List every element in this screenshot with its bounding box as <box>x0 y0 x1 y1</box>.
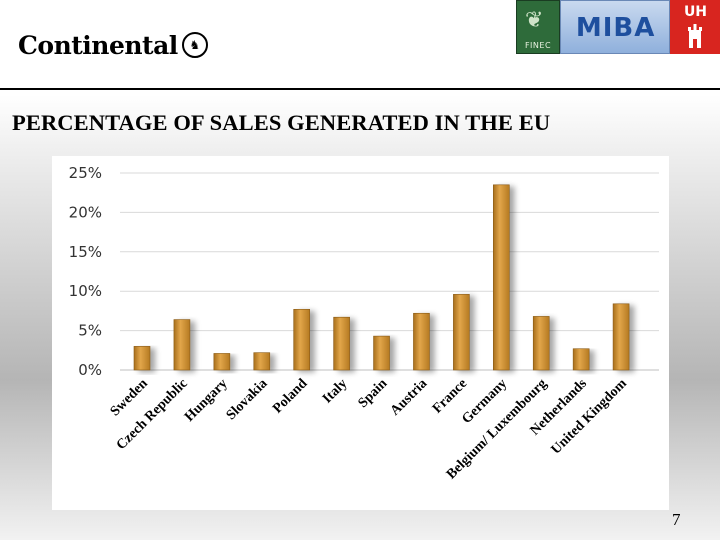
continental-logo: Continental ♞ <box>18 28 208 62</box>
bar <box>373 335 390 371</box>
bar-chart: 0% 5% 10% 15% 20% 25% Sweden Czech Republic Hun… <box>52 156 669 510</box>
y-axis-ticks: 0% 5% 10% 15% 20% 25% <box>69 164 102 379</box>
bar <box>253 352 271 371</box>
y-tick-label: 25% <box>69 164 102 182</box>
bar <box>333 316 350 371</box>
miba-logo-text: MIBA <box>575 13 656 43</box>
y-tick-label: 10% <box>69 282 102 300</box>
x-tick-label: Hungary <box>182 376 231 425</box>
slide-header: Continental ♞ ❦ FINEC MIBA UH <box>0 0 720 90</box>
partner-logos: ❦ FINEC MIBA UH <box>516 0 720 56</box>
y-tick-label: 0% <box>78 361 102 379</box>
bars <box>133 184 630 371</box>
x-tick-label: Czech Republic <box>114 376 191 453</box>
uh-logo-text: UH <box>683 4 708 20</box>
y-tick-label: 5% <box>78 322 102 340</box>
bar <box>413 312 430 371</box>
x-tick-label: Austria <box>388 376 431 419</box>
bar <box>213 353 231 371</box>
bar <box>493 184 510 371</box>
slide-title: PERCENTAGE OF SALES GENERATED IN THE EU <box>12 110 551 135</box>
header-divider <box>0 88 720 90</box>
x-tick-label: Poland <box>270 376 310 416</box>
leaf-icon: ❦ <box>525 7 544 32</box>
bar <box>612 303 630 371</box>
bar <box>453 294 470 371</box>
x-tick-label: Italy <box>320 376 350 406</box>
bar <box>572 348 590 371</box>
brand-wordmark: Continental <box>18 30 178 60</box>
uh-logo: UH <box>670 0 720 54</box>
finec-logo: ❦ FINEC <box>516 0 560 54</box>
bar <box>532 316 550 371</box>
x-tick-label: Spain <box>356 376 391 411</box>
horse-emblem-icon: ♞ <box>181 32 208 58</box>
miba-logo: MIBA <box>559 0 671 54</box>
page-number: 7 <box>672 510 681 529</box>
castle-icon <box>688 24 703 48</box>
y-tick-label: 20% <box>69 203 102 221</box>
bar <box>133 346 151 371</box>
x-tick-label: Slovakia <box>224 376 271 423</box>
finec-logo-text: FINEC <box>524 41 552 50</box>
x-tick-label: United Kingdom <box>549 376 631 458</box>
bar <box>293 309 310 371</box>
y-tick-label: 15% <box>69 243 102 261</box>
bar <box>173 319 191 371</box>
